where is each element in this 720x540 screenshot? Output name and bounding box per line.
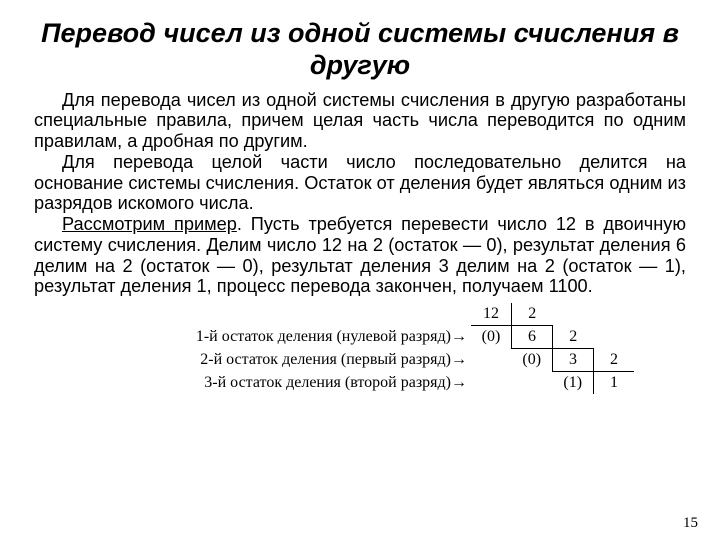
page-number: 15 bbox=[683, 515, 698, 532]
division-cell bbox=[471, 349, 512, 372]
paragraph-2: Для перевода целой части число последова… bbox=[34, 152, 686, 214]
table-row: 12 2 bbox=[188, 303, 674, 326]
division-cell bbox=[512, 372, 553, 395]
paragraph-3: Рассмотрим пример. Пусть требуется перев… bbox=[34, 214, 686, 297]
division-cell: 12 bbox=[471, 303, 512, 326]
division-cell: 6 bbox=[512, 326, 553, 349]
division-cell: 2 bbox=[512, 303, 553, 326]
table-row: 2-й остаток деления (первый разряд)→ (0)… bbox=[188, 349, 674, 372]
division-cell bbox=[634, 303, 674, 326]
division-cell bbox=[471, 372, 512, 395]
table-row: 1-й остаток деления (нулевой разряд)→ (0… bbox=[188, 326, 674, 349]
document-page: Перевод чисел из одной системы счисления… bbox=[0, 0, 720, 540]
division-cell: 2 bbox=[553, 326, 594, 349]
table-row: 3-й остаток деления (второй разряд)→ (1)… bbox=[188, 372, 674, 395]
division-cell: (0) bbox=[512, 349, 553, 372]
division-row-label bbox=[188, 303, 471, 326]
division-cell: (1) bbox=[553, 372, 594, 395]
division-cell bbox=[634, 372, 674, 395]
division-row-label: 2-й остаток деления (первый разряд)→ bbox=[188, 349, 471, 372]
division-cell: (0) bbox=[471, 326, 512, 349]
division-cell bbox=[634, 349, 674, 372]
division-cell: 2 bbox=[594, 349, 635, 372]
page-title: Перевод чисел из одной системы счисления… bbox=[34, 18, 686, 82]
division-cell bbox=[553, 303, 594, 326]
division-cell bbox=[634, 326, 674, 349]
example-lead: Рассмотрим пример bbox=[62, 214, 237, 234]
division-table: 12 2 1-й остаток деления (нулевой разряд… bbox=[188, 303, 674, 394]
division-row-label: 3-й остаток деления (второй разряд)→ bbox=[188, 372, 471, 395]
division-row-label: 1-й остаток деления (нулевой разряд)→ bbox=[188, 326, 471, 349]
long-division-diagram: 12 2 1-й остаток деления (нулевой разряд… bbox=[34, 303, 686, 394]
division-cell: 1 bbox=[594, 372, 635, 395]
division-cell: 3 bbox=[553, 349, 594, 372]
division-cell bbox=[594, 303, 635, 326]
division-cell bbox=[594, 326, 635, 349]
paragraph-1: Для перевода чисел из одной системы счис… bbox=[34, 90, 686, 152]
